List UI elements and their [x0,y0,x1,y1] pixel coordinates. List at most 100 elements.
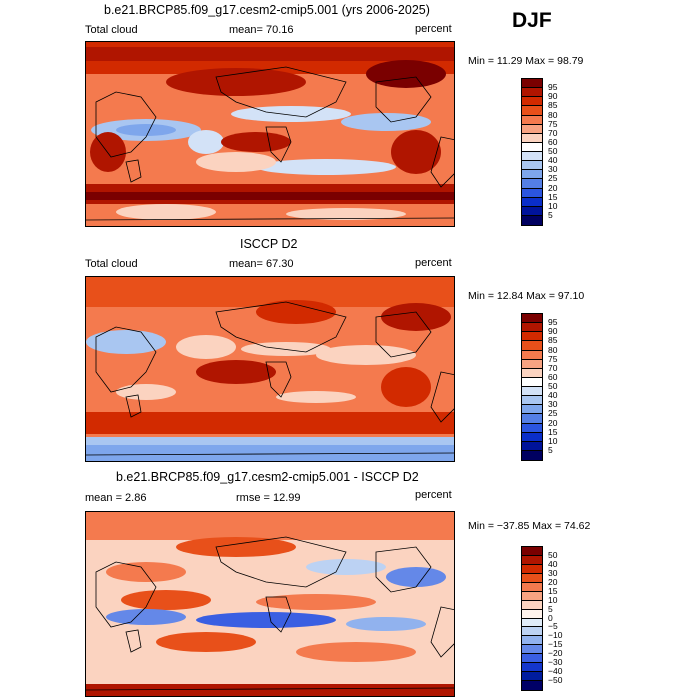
colorbar-tick-label: −15 [548,639,563,650]
colorbar-tick-label: 40 [548,155,558,166]
colorbar-tick-label: 40 [548,390,558,401]
colorbar-swatch [522,106,542,116]
colorbar-swatch [522,115,542,125]
colorbar-tick-label: 95 [548,317,558,328]
colorbar-swatch [522,133,542,143]
panel3-difference-map [85,511,455,697]
panel3-rmse-label: rmse = 12.99 [236,492,301,504]
colorbar-swatch [522,387,542,397]
panel2-variable-label: Total cloud [85,258,138,270]
colorbar-swatch [522,332,542,342]
panel2-mean-label: mean= 67.30 [229,258,294,270]
colorbar-tick-label: 90 [548,91,558,102]
colorbar-swatch [522,600,542,610]
colorbar-tick-label: 50 [548,146,558,156]
colorbar-swatch [522,88,542,98]
panel3-mean-label: mean = 2.86 [85,492,147,504]
colorbar-swatch [522,161,542,171]
colorbar-tick-label: 10 [548,435,558,446]
colorbar-swatch [522,627,542,637]
panel3-minmax-label: Min = −37.85 Max = 74.62 [468,520,591,532]
colorbar-tick-label: 50 [548,381,558,391]
colorbar-tick-label: 75 [548,353,558,364]
colorbar-swatch [522,663,542,673]
colorbar-tick-label: 25 [548,173,558,184]
colorbar-tick-label: 20 [548,417,558,428]
colorbar-swatch [522,423,542,433]
colorbar-swatch [522,97,542,107]
colorbar-tick-label: −40 [548,666,563,677]
panel1-mean-label: mean= 70.16 [229,24,294,36]
panel2-units-label: percent [415,257,452,269]
panel2-observed-cloud-map [85,276,455,462]
colorbar-tick-label: −5 [548,621,558,632]
colorbar-swatch [522,197,542,207]
panel1-minmax-label: Min = 11.29 Max = 98.79 [468,55,584,67]
colorbar-tick-label: −10 [548,630,563,641]
colorbar-swatch [522,396,542,406]
panel2-title: ISCCP D2 [240,237,298,251]
colorbar-swatch [522,124,542,134]
panel1-model-cloud-map [85,41,455,227]
colorbar-swatch [522,645,542,655]
colorbar-tick-label: 70 [548,362,558,373]
colorbar-swatch [522,314,542,324]
colorbar-swatch [522,564,542,574]
colorbar-tick-label: 60 [548,371,558,382]
colorbar-swatch [522,405,542,415]
colorbar-tick-label: 75 [548,118,558,129]
colorbar-tick-label: 85 [548,100,558,111]
colorbar-tick-label: 80 [548,344,558,355]
panel1-variable-label: Total cloud [85,24,138,36]
colorbar-swatch [522,681,542,690]
panel1-units-label: percent [415,23,452,35]
colorbar-tick-label: 50 [548,549,558,560]
panel1-colorbar [521,78,543,226]
colorbar-tick-label: 15 [548,426,558,437]
colorbar-tick-label: 20 [548,576,558,587]
colorbar-tick-label: 95 [548,82,558,93]
panel2-colorbar [521,313,543,461]
colorbar-tick-label: 5 [548,603,553,614]
colorbar-swatch [522,555,542,565]
colorbar-swatch [522,432,542,442]
panel1-title: b.e21.BRCP85.f09_g17.cesm2-cmip5.001 (yr… [104,3,430,17]
colorbar-swatch [522,582,542,592]
colorbar-tick-label: −30 [548,657,563,668]
colorbar-swatch [522,206,542,216]
colorbar-swatch [522,170,542,180]
colorbar-tick-label: −50 [548,675,563,686]
colorbar-tick-label: 5 [548,209,553,220]
colorbar-swatch [522,636,542,646]
panel3-colorbar [521,546,543,691]
colorbar-swatch [522,368,542,378]
colorbar-tick-label: 25 [548,408,558,419]
colorbar-tick-label: 20 [548,182,558,193]
colorbar-swatch [522,450,542,460]
colorbar-swatch [522,672,542,682]
panel2-minmax-label: Min = 12.84 Max = 97.10 [468,290,585,302]
colorbar-tick-label: 85 [548,335,558,346]
colorbar-tick-label: 0 [548,612,553,623]
colorbar-swatch [522,609,542,619]
colorbar-tick-label: 70 [548,127,558,138]
colorbar-tick-label: 40 [548,558,558,569]
panel3-title: b.e21.BRCP85.f09_g17.cesm2-cmip5.001 - I… [116,470,419,484]
colorbar-swatch [522,323,542,333]
season-label: DJF [512,9,552,32]
colorbar-swatch [522,591,542,601]
colorbar-swatch [522,341,542,351]
colorbar-swatch [522,654,542,664]
colorbar-tick-label: 10 [548,200,558,211]
colorbar-swatch [522,152,542,162]
colorbar-tick-label: −20 [548,648,563,659]
colorbar-swatch [522,179,542,189]
colorbar-tick-label: 15 [548,191,558,202]
colorbar-tick-label: 80 [548,109,558,120]
colorbar-tick-label: 30 [548,164,558,175]
colorbar-swatch [522,142,542,152]
colorbar-tick-label: 60 [548,136,558,147]
colorbar-tick-label: 90 [548,326,558,337]
colorbar-tick-label: 5 [548,444,553,455]
colorbar-swatch [522,79,542,89]
